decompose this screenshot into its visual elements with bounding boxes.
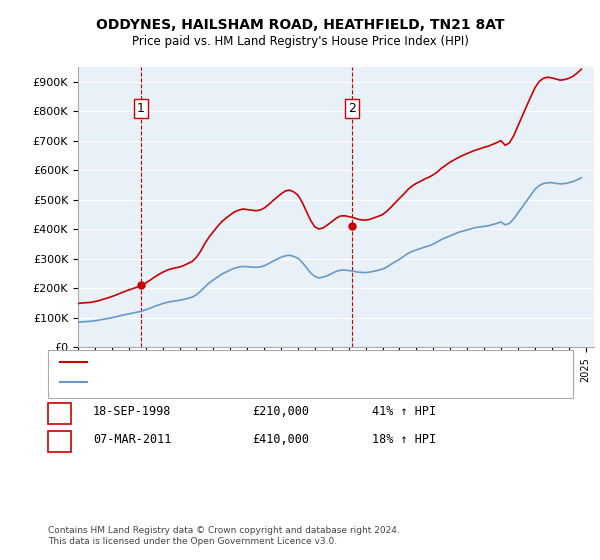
Text: 41% ↑ HPI: 41% ↑ HPI [372, 405, 436, 418]
Text: Contains HM Land Registry data © Crown copyright and database right 2024.
This d: Contains HM Land Registry data © Crown c… [48, 526, 400, 546]
Text: 1: 1 [137, 102, 145, 115]
Text: 18-SEP-1998: 18-SEP-1998 [93, 405, 172, 418]
Text: ODDYNES, HAILSHAM ROAD, HEATHFIELD, TN21 8AT: ODDYNES, HAILSHAM ROAD, HEATHFIELD, TN21… [96, 18, 504, 32]
Text: Price paid vs. HM Land Registry's House Price Index (HPI): Price paid vs. HM Land Registry's House … [131, 35, 469, 49]
Text: HPI: Average price, detached house, Wealden: HPI: Average price, detached house, Weal… [90, 377, 317, 388]
Text: £210,000: £210,000 [252, 405, 309, 418]
Text: 2: 2 [55, 433, 64, 446]
Text: £410,000: £410,000 [252, 433, 309, 446]
Text: 07-MAR-2011: 07-MAR-2011 [93, 433, 172, 446]
Text: 1: 1 [55, 405, 64, 418]
Text: ODDYNES, HAILSHAM ROAD, HEATHFIELD, TN21 8AT (detached house): ODDYNES, HAILSHAM ROAD, HEATHFIELD, TN21… [90, 357, 442, 367]
Text: 18% ↑ HPI: 18% ↑ HPI [372, 433, 436, 446]
Text: 2: 2 [348, 102, 356, 115]
